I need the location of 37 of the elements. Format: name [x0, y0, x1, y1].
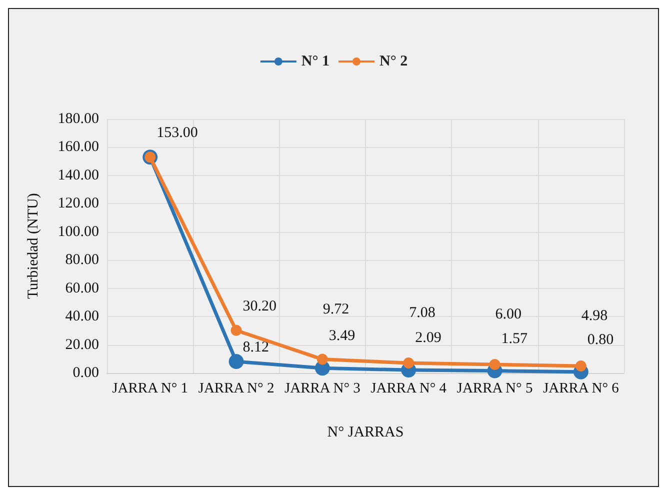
- data-label: 1.57: [501, 330, 528, 347]
- x-tick-label: JARRA N° 6: [542, 380, 619, 396]
- data-label: 8.12: [242, 340, 269, 356]
- y-tick-label: 100.00: [58, 224, 99, 240]
- data-label: 6.00: [495, 306, 522, 323]
- y-tick-label: 0.00: [72, 365, 99, 381]
- x-tick-label: JARRA N° 4: [370, 380, 448, 396]
- data-label: 30.20: [242, 298, 276, 314]
- data-label: 4.98: [581, 308, 608, 324]
- point: [403, 358, 414, 369]
- x-tick-label: JARRA N° 3: [284, 380, 360, 396]
- y-tick-label: 80.00: [65, 252, 99, 268]
- y-tick-label: 160.00: [58, 139, 99, 156]
- y-axis-title: Turbiedad (NTU): [26, 193, 42, 299]
- y-tick-label: 40.00: [65, 308, 99, 325]
- data-label: 2.09: [415, 330, 442, 346]
- x-tick-label: JARRA N° 5: [456, 380, 533, 396]
- x-tick-label: JARRA N° 2: [198, 380, 274, 396]
- x-tick-label: JARRA N° 1: [112, 380, 188, 396]
- data-label: 9.72: [322, 301, 350, 318]
- legend-label: N° 1: [301, 54, 330, 70]
- x-axis-title: N° JARRAS: [327, 424, 404, 440]
- point: [489, 359, 500, 370]
- point: [316, 354, 328, 365]
- y-tick-label: 60.00: [65, 280, 99, 296]
- point: [228, 354, 244, 370]
- point: [575, 360, 586, 372]
- y-tick-label: 20.00: [65, 336, 99, 353]
- data-label: 0.80: [587, 332, 614, 348]
- data-label: 7.08: [409, 305, 436, 322]
- legend-label: N° 2: [380, 54, 408, 70]
- y-tick-label: 180.00: [58, 111, 99, 127]
- point: [230, 324, 242, 336]
- y-tick-label: 140.00: [58, 167, 99, 184]
- y-tick-label: 120.00: [58, 196, 99, 212]
- data-label: 3.49: [328, 328, 356, 344]
- data-label: 153.00: [156, 125, 198, 142]
